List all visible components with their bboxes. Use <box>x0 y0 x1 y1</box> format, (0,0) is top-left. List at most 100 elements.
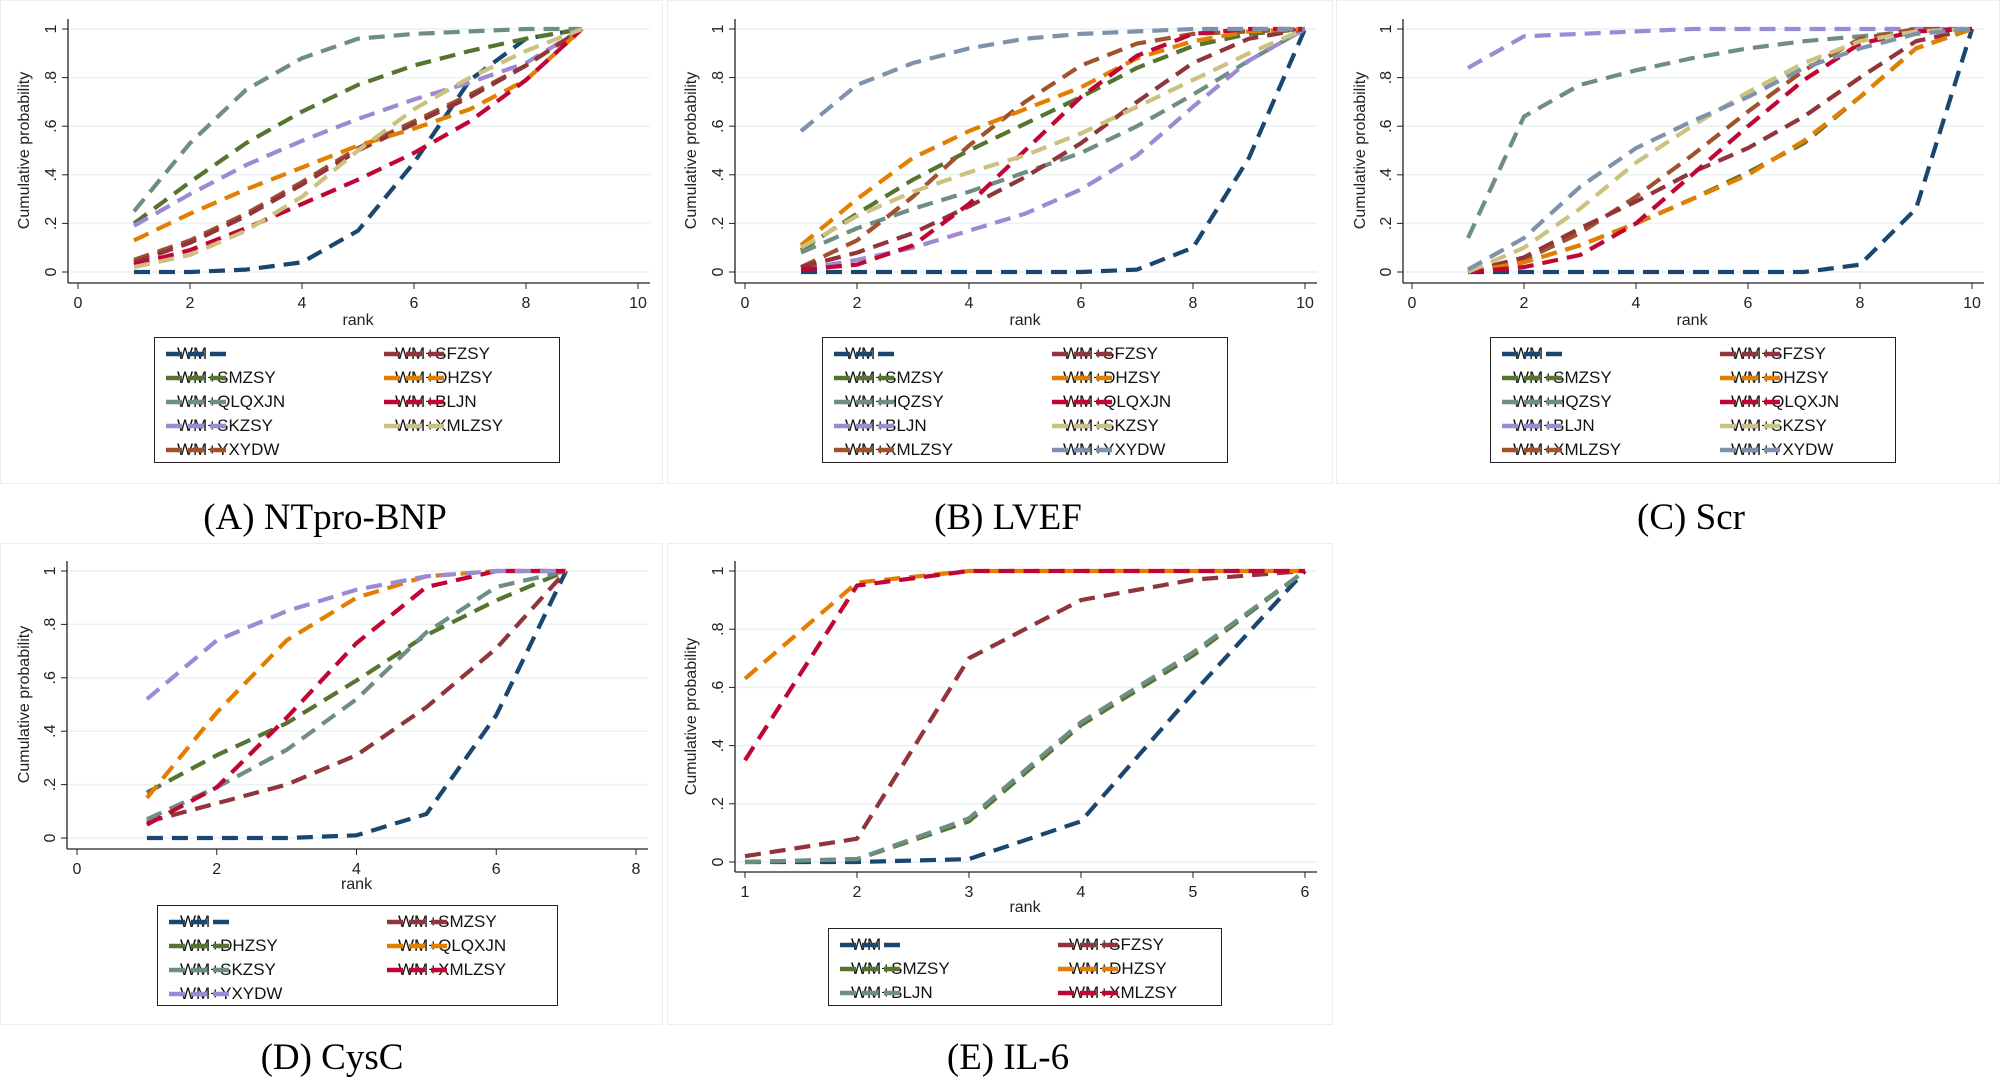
series-line-wm <box>146 570 568 841</box>
legend-swatch <box>1720 399 1780 405</box>
y-tick-label: .8 <box>1378 71 1395 84</box>
chart-e-svg: 0 .2 .4 .6 .8 1 1 2 3 4 5 6 rank Cumulative probabili… <box>683 561 1317 916</box>
legend-swatch <box>384 375 444 381</box>
x-tick-label: 3 <box>965 884 974 901</box>
x-tick-label: 0 <box>73 861 82 878</box>
series-line-wm <box>1468 28 1975 275</box>
x-axis-title: rank <box>1009 899 1041 916</box>
x-tick-label: 8 <box>1856 295 1865 312</box>
legend-item: WM+QLQXJN <box>1051 390 1171 414</box>
x-tick-label: 8 <box>1189 295 1198 312</box>
legend-swatch <box>1052 399 1112 405</box>
legend-swatch <box>166 447 226 453</box>
series-line-wm-xmlzsy <box>1467 26 1972 275</box>
x-tick-label: 8 <box>522 295 531 312</box>
y-tick-label: .4 <box>710 168 727 181</box>
series-line-wm-dhzsy <box>133 27 584 243</box>
legend-label: WM+XMLZSY <box>845 440 954 459</box>
y-tick-label: 1 <box>710 24 727 33</box>
y-tick-label: .2 <box>710 797 727 810</box>
series-line-wm-skzsy <box>799 27 1306 250</box>
legend-swatch <box>169 919 229 925</box>
legend-swatch <box>387 919 447 925</box>
legend-b: WM WM+SFZSY WM+SMZSY WM+DHZSY WM+HQZSY WM+QLQ… <box>822 337 1228 463</box>
legend-swatch <box>1052 375 1112 381</box>
legend-item: WM+SKZSY <box>165 414 273 438</box>
legend-label: WM+SMZSY <box>845 368 944 387</box>
series-line-wm-xmlzsy <box>145 568 567 827</box>
y-tick-label: 0 <box>1378 267 1395 276</box>
y-tick-label: .6 <box>710 119 727 132</box>
caption-c: (C) Scr <box>1637 497 1745 538</box>
y-tick-label: .4 <box>42 724 59 737</box>
legend-item: WM+XMLZSY <box>386 958 506 982</box>
y-tick-label: .6 <box>1378 119 1395 132</box>
x-tick-label: 6 <box>1301 884 1310 901</box>
legend-swatch <box>1502 375 1562 381</box>
series-line-wm-sfzsy <box>1467 26 1973 275</box>
legend-label: WM+XMLZSY <box>395 416 504 435</box>
legend-swatch <box>166 375 226 381</box>
y-tick-label: .2 <box>710 217 727 230</box>
legend-item: WM <box>839 933 900 957</box>
y-axis-title: Cumulative probability <box>1352 72 1369 229</box>
legend-item: WM <box>165 342 226 366</box>
legend-item: WM+DHZSY <box>1719 366 1829 390</box>
series-line-wm-smzsy <box>744 569 1307 865</box>
legend-swatch <box>1052 423 1112 429</box>
series-line-wm-xmlzsy <box>743 568 1305 762</box>
legend-label: WM+SMZSY <box>398 912 497 931</box>
y-tick-label: .4 <box>1378 168 1395 181</box>
legend-swatch <box>1058 942 1118 948</box>
series-line-wm-dhzsy <box>145 569 567 795</box>
legend-swatch <box>840 966 900 972</box>
legend-item: WM+DHZSY <box>383 366 493 390</box>
x-tick-label: 6 <box>1744 295 1753 312</box>
legend-item: WM+QLQXJN <box>1719 390 1839 414</box>
y-axis-title: Cumulative probability <box>16 626 33 783</box>
legend-label: WM+HQZSY <box>1513 392 1612 411</box>
legend-item: WM+SMZSY <box>839 957 950 981</box>
legend-swatch <box>169 967 229 973</box>
legend-item: WM+BLJN <box>383 390 477 414</box>
legend-swatch <box>840 942 900 948</box>
y-tick-label: .6 <box>43 119 60 132</box>
legend-label: WM+SMZSY <box>177 368 276 387</box>
series-line-wm-qlqxjn <box>132 26 582 213</box>
legend-swatch <box>169 943 229 949</box>
legend-item: WM+SFZSY <box>1719 342 1826 366</box>
legend-item: WM+YXYDW <box>1719 438 1833 462</box>
legend-item: WM+SFZSY <box>1057 933 1164 957</box>
x-tick-label: 10 <box>1296 295 1314 312</box>
legend-item: WM+QLQXJN <box>165 390 285 414</box>
y-tick-label: .6 <box>42 671 59 684</box>
legend-item: WM <box>1501 342 1562 366</box>
legend-swatch <box>384 351 444 357</box>
legend-swatch <box>1058 990 1118 996</box>
legend-label: WM+QLQXJN <box>1063 392 1172 411</box>
legend-swatch <box>1720 447 1780 453</box>
legend-item: WM+XMLZSY <box>833 438 953 462</box>
series-line-wm-qlqxjn <box>1467 26 1973 275</box>
legend-swatch <box>166 399 226 405</box>
x-tick-label: 0 <box>74 295 83 312</box>
y-tick-label: .8 <box>43 71 60 84</box>
caption-a: (A) NTpro-BNP <box>203 497 447 538</box>
y-tick-label: 0 <box>43 267 60 276</box>
chart-d-svg: 0 .2 .4 .6 .8 1 0 2 4 6 8 rank Cumulative probabilit… <box>16 561 648 893</box>
legend-swatch <box>834 423 894 429</box>
legend-item: WM+DHZSY <box>1051 366 1161 390</box>
series-line-wm-yxydw <box>799 26 1305 133</box>
legend-swatch <box>1052 351 1112 357</box>
legend-item: WM <box>833 342 894 366</box>
legend-label: WM+YXYDW <box>1063 440 1166 459</box>
y-axis-title: Cumulative probability <box>683 72 700 229</box>
y-tick-label: .2 <box>1378 217 1395 230</box>
legend-item: WM+XMLZSY <box>383 414 503 438</box>
y-axis-title: Cumulative probability <box>683 638 700 795</box>
legend-swatch <box>166 423 226 429</box>
y-axis-title: Cumulative probability <box>16 72 33 229</box>
y-tick-label: .8 <box>710 71 727 84</box>
series-line-wm-bljn <box>1466 26 1972 70</box>
